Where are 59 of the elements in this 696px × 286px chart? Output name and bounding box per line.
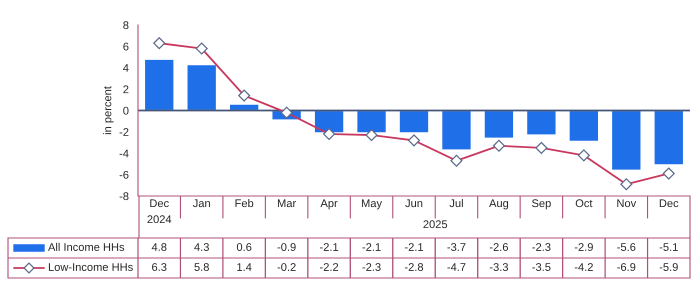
data-label: -2.6 — [490, 243, 508, 251]
x-tick-label: Dec — [660, 199, 678, 208]
x-tick-label: Jun — [405, 199, 422, 208]
bar — [440, 110, 472, 151]
x-tick-label: Sep — [532, 199, 551, 210]
data-label: -2.3 — [362, 263, 381, 271]
data-label: 4.8 — [152, 243, 166, 251]
x-tick-label: Mar — [278, 199, 296, 208]
data-label: -5.6 — [617, 243, 636, 251]
data-label: -2.9 — [574, 243, 593, 251]
data-label: -2.2 — [320, 263, 338, 271]
x-tick-label: Dec 2024 — [147, 199, 172, 224]
bar — [526, 110, 557, 136]
x-tick-label: Feb — [235, 199, 254, 208]
y-tick-label: -6 — [120, 170, 128, 179]
data-label: -5.1 — [660, 243, 678, 251]
data-label: 1.4 — [237, 263, 252, 271]
x-tick-label: May — [362, 199, 382, 210]
data-label: -5.9 — [660, 263, 678, 271]
data-label: -0.9 — [278, 243, 296, 251]
data-label: 6.3 — [152, 263, 166, 271]
y-tick-label: -4 — [120, 150, 129, 158]
bar — [653, 110, 684, 166]
data-label: 0.6 — [236, 243, 252, 251]
y-tick-label: 2 — [123, 85, 128, 94]
data-label: -2.3 — [532, 243, 550, 251]
data-label: -3.3 — [490, 263, 508, 271]
legend-label: All Income HHs — [48, 242, 124, 251]
y-tick-label: -8 — [120, 192, 128, 200]
legend-label: Low-Income HHs — [48, 263, 133, 271]
bar — [610, 110, 642, 172]
x-tick-label: Oct — [576, 199, 592, 208]
y-tick-label: -2 — [120, 128, 128, 136]
data-label: -4.2 — [574, 263, 593, 271]
data-label: -2.1 — [404, 243, 424, 251]
x-tick-label: Nov — [617, 199, 636, 208]
data-label: 4.3 — [194, 243, 209, 251]
x-tick-label: Apr — [320, 199, 338, 210]
data-label: -2.1 — [320, 243, 338, 251]
data-label: -2.8 — [404, 263, 424, 271]
y-axis-title: in percent — [103, 86, 114, 134]
bar — [186, 64, 218, 112]
text: 2025 — [423, 220, 448, 228]
y-tick-label: 6 — [123, 42, 128, 51]
y-tick-label: 8 — [123, 21, 128, 30]
bar — [568, 110, 600, 142]
data-label: -6.9 — [617, 263, 636, 271]
data-label: -4.7 — [447, 263, 466, 271]
x-tick-label: Aug — [489, 199, 508, 210]
x-tick-label: Jul — [450, 199, 463, 208]
data-label: 5.8 — [194, 263, 209, 271]
x-tick-label: Jan — [192, 199, 210, 208]
data-label: -3.7 — [447, 243, 466, 251]
data-label: -0.2 — [278, 263, 296, 271]
y-tick-label: 0 — [123, 106, 129, 115]
y-tick-label: 4 — [123, 64, 129, 72]
bar — [144, 58, 175, 112]
data-label: -2.1 — [362, 243, 381, 251]
data-label: -3.5 — [532, 263, 550, 271]
